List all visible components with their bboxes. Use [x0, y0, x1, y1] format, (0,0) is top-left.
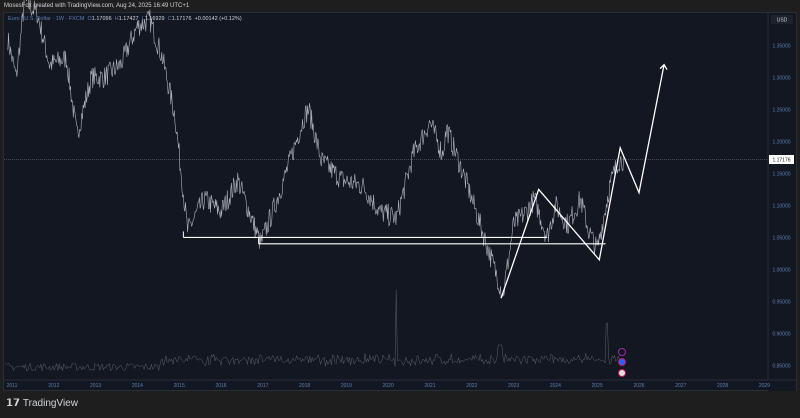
time-tick-label: 2014: [132, 383, 143, 389]
arrow-head-icon: [659, 63, 668, 70]
time-tick-label: 2012: [48, 383, 59, 389]
currency-label: USD: [777, 18, 788, 24]
chart-header: MosesFox created with TradingView.com, A…: [4, 3, 190, 9]
price-tick-label: 0.85000: [772, 363, 790, 369]
price-tick-label: 1.20000: [772, 139, 790, 145]
high-label: H: [114, 16, 119, 22]
time-tick-label: 2019: [341, 383, 352, 389]
low-value: 1.16929: [144, 16, 165, 22]
tv-logo-icon: 𝟭𝟳: [6, 398, 20, 409]
time-tick-label: 2020: [383, 383, 394, 389]
price-tick-label: 1.30000: [772, 75, 790, 81]
time-tick-label: 2025: [592, 383, 603, 389]
open-label: O: [87, 16, 92, 22]
high-value: 1.17427: [118, 16, 139, 22]
close-value: 1.17176: [171, 16, 192, 22]
event-us-icon[interactable]: [618, 369, 626, 377]
projection-path: [500, 64, 665, 299]
change-value: +0.00142 (+0.12%): [194, 16, 242, 22]
time-tick-label: 2017: [257, 383, 268, 389]
time-tick-label: 2021: [424, 383, 435, 389]
time-tick-label: 2022: [466, 383, 477, 389]
low-label: L: [141, 16, 145, 22]
open-value: 1.17096: [91, 16, 112, 22]
event-eu-icon[interactable]: [618, 358, 626, 366]
current-price-label: 1.17176: [772, 158, 790, 164]
price-tick-label: 1.00000: [772, 267, 790, 273]
volume-histogram: [4, 289, 620, 372]
time-tick-label: 2011: [7, 383, 18, 389]
price-tick-label: 1.35000: [772, 43, 790, 49]
chart-area[interactable]: [3, 12, 797, 391]
price-series-line: [7, 0, 624, 298]
time-tick-label: 2023: [508, 383, 519, 389]
price-tick-label: 1.25000: [772, 107, 790, 113]
currency-badge[interactable]: [771, 15, 793, 24]
time-tick-label: 2027: [675, 383, 686, 389]
time-tick-label: 2029: [759, 383, 770, 389]
price-tick-label: 0.95000: [772, 299, 790, 305]
tradingview-logo[interactable]: 𝟭𝟳 TradingView: [6, 398, 78, 409]
time-tick-label: 2024: [550, 383, 561, 389]
time-tick-label: 2016: [215, 383, 226, 389]
price-tick-label: 1.05000: [772, 235, 790, 241]
time-tick-label: 2015: [174, 383, 185, 389]
symbol-legend: Euro / U.S. Dollar · 1W · FXCM O1.17096 …: [8, 14, 242, 24]
symbol-name[interactable]: Euro / U.S. Dollar · 1W · FXCM: [8, 16, 85, 22]
time-tick-label: 2013: [90, 383, 101, 389]
time-tick-label: 2018: [299, 383, 310, 389]
current-price-badge: [769, 155, 794, 164]
price-tick-label: 1.15000: [772, 171, 790, 177]
time-tick-label: 2028: [717, 383, 728, 389]
price-axis[interactable]: [768, 13, 796, 391]
price-tick-label: 0.90000: [772, 331, 790, 337]
price-tick-label: 1.10000: [772, 203, 790, 209]
time-tick-label: 2026: [633, 383, 644, 389]
close-label: C: [167, 16, 172, 22]
event-flash-icon[interactable]: [618, 348, 626, 356]
brand-name: TradingView: [22, 398, 78, 409]
